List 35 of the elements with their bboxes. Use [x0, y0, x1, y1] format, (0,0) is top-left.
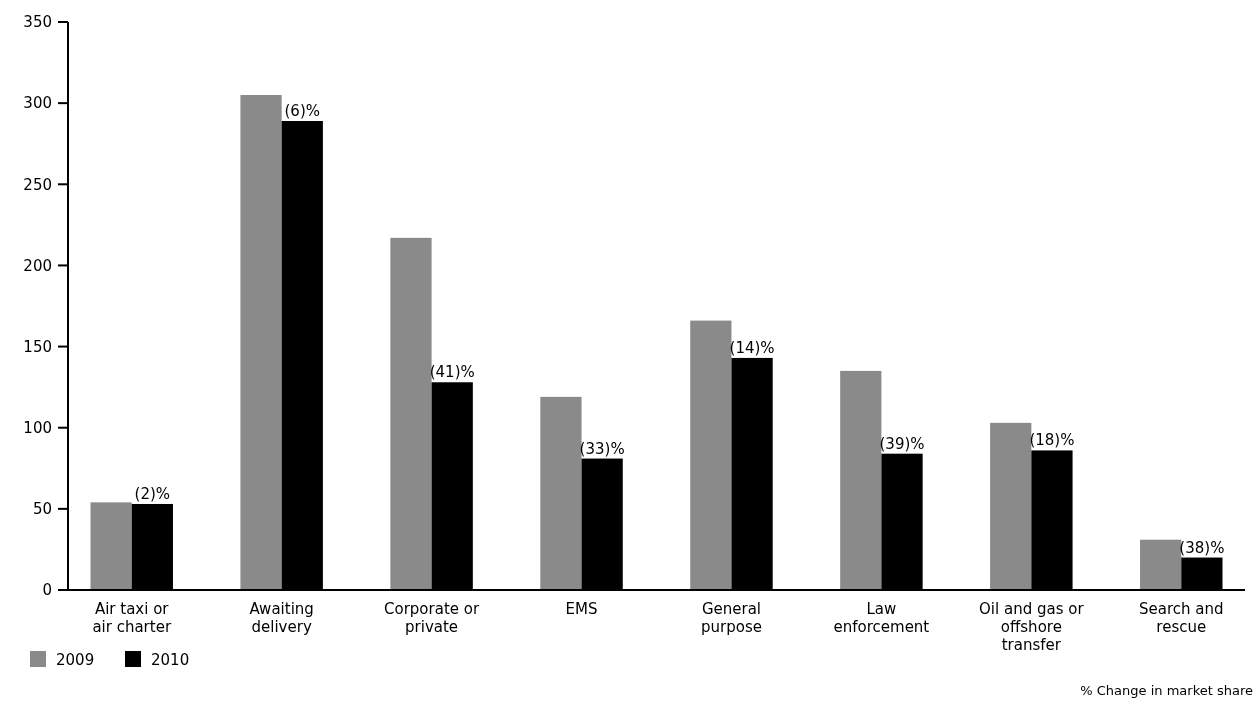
x-tick-label: EMS	[565, 600, 598, 618]
x-tick-label: Corporate or private	[384, 600, 480, 636]
bar	[840, 370, 882, 590]
x-tick-label: Air taxi or air charter	[92, 600, 172, 636]
bar	[240, 95, 282, 590]
y-tick-label: 200	[23, 256, 52, 275]
annotation: (41)%	[429, 363, 475, 382]
y-tick-label: 0	[42, 581, 52, 600]
x-tick-label: Search and rescue	[1139, 600, 1224, 636]
bar	[1140, 539, 1182, 590]
x-tick-label: Law enforcement	[833, 600, 930, 636]
text: % Change in market share	[1080, 683, 1253, 698]
bar	[90, 502, 132, 590]
annotation: (18)%	[1029, 431, 1075, 450]
annotation: (33)%	[579, 439, 625, 458]
bar	[990, 422, 1032, 590]
y-tick-label: 150	[23, 337, 52, 356]
x-tick-label: Oil and gas or offshore transfer	[979, 600, 1085, 654]
annotation: (39)%	[879, 434, 925, 453]
x-tick-label: General purpose	[701, 600, 762, 636]
bar	[540, 396, 582, 590]
y-tick-label: 300	[23, 94, 52, 113]
legend-label: 2010	[151, 651, 190, 669]
annotation: (6)%	[284, 101, 321, 120]
annotation: (14)%	[729, 338, 775, 357]
y-tick-label: 250	[23, 175, 52, 194]
y-tick-label: 350	[23, 13, 52, 32]
annotation: (38)%	[1179, 538, 1225, 557]
bar	[390, 237, 432, 590]
x-tick-label: Awaiting delivery	[249, 600, 314, 636]
legend-label: 2009	[56, 651, 95, 669]
annotation: (2)%	[134, 484, 171, 503]
bar	[690, 320, 732, 590]
y-tick-label: 100	[23, 418, 52, 437]
y-tick-label: 50	[32, 500, 52, 519]
